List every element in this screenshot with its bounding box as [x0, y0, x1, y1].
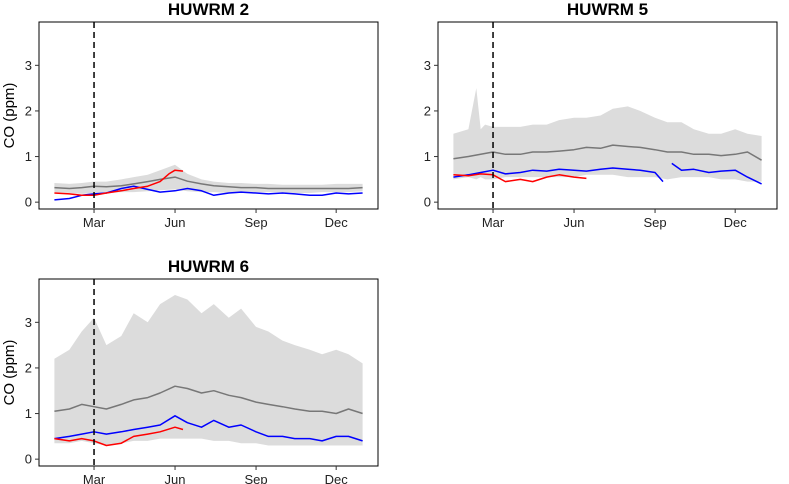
range-band [54, 164, 363, 194]
range-band [453, 88, 762, 182]
y-tick-label: 0 [25, 452, 32, 467]
panel-title: HUWRM 5 [567, 0, 648, 19]
plot-frame [38, 21, 379, 210]
x-tick-label: Dec [325, 472, 349, 484]
panel-huwrm-5: HUWRM 5 0 1 2 3 Mar Jun Sep Dec [424, 0, 778, 230]
x-tick-label: Dec [325, 215, 349, 230]
x-tick-label: Jun [165, 215, 186, 230]
y-tick-label: 3 [25, 58, 32, 73]
y-tick-label: 0 [25, 195, 32, 210]
series-line-3 [453, 173, 587, 183]
panel-title: HUWRM 2 [168, 0, 249, 19]
y-tick-label: 2 [25, 360, 32, 375]
x-tick-label: Dec [724, 215, 748, 230]
y-tick-label: 3 [25, 315, 32, 330]
y-tick-label: 2 [25, 103, 32, 118]
y-tick-label: 3 [424, 58, 431, 73]
series-line-0 [54, 176, 363, 190]
plot-frame [38, 278, 379, 467]
y-axis-label: CO (ppm) [1, 340, 18, 406]
y-tick-label: 2 [424, 103, 431, 118]
series-line-2 [54, 169, 184, 197]
x-tick-label: Mar [482, 215, 505, 230]
y-tick-label: 1 [25, 149, 32, 164]
x-tick-label: Sep [244, 215, 267, 230]
series-line-0 [453, 144, 762, 161]
panel-huwrm-2: HUWRM 2 0 1 2 3 Mar Jun Sep Dec CO (ppm) [1, 0, 379, 230]
series-line-2 [671, 162, 762, 185]
y-tick-label: 1 [424, 149, 431, 164]
series-line-1 [54, 415, 363, 442]
series-line-2 [54, 426, 184, 447]
plot-frame [437, 21, 778, 210]
x-tick-label: Sep [244, 472, 267, 484]
x-tick-label: Sep [643, 215, 666, 230]
y-axis-label: CO (ppm) [1, 83, 18, 149]
series-line-1 [453, 167, 664, 183]
y-tick-label: 1 [25, 406, 32, 421]
panel-title: HUWRM 6 [168, 257, 249, 276]
panel-huwrm-6: HUWRM 6 0 1 2 3 Mar Jun Sep Dec CO (ppm) [1, 257, 379, 484]
x-tick-label: Mar [83, 215, 106, 230]
x-tick-label: Mar [83, 472, 106, 484]
x-tick-label: Jun [165, 472, 186, 484]
x-tick-label: Jun [564, 215, 585, 230]
series-line-0 [54, 385, 363, 415]
y-tick-label: 0 [424, 195, 431, 210]
